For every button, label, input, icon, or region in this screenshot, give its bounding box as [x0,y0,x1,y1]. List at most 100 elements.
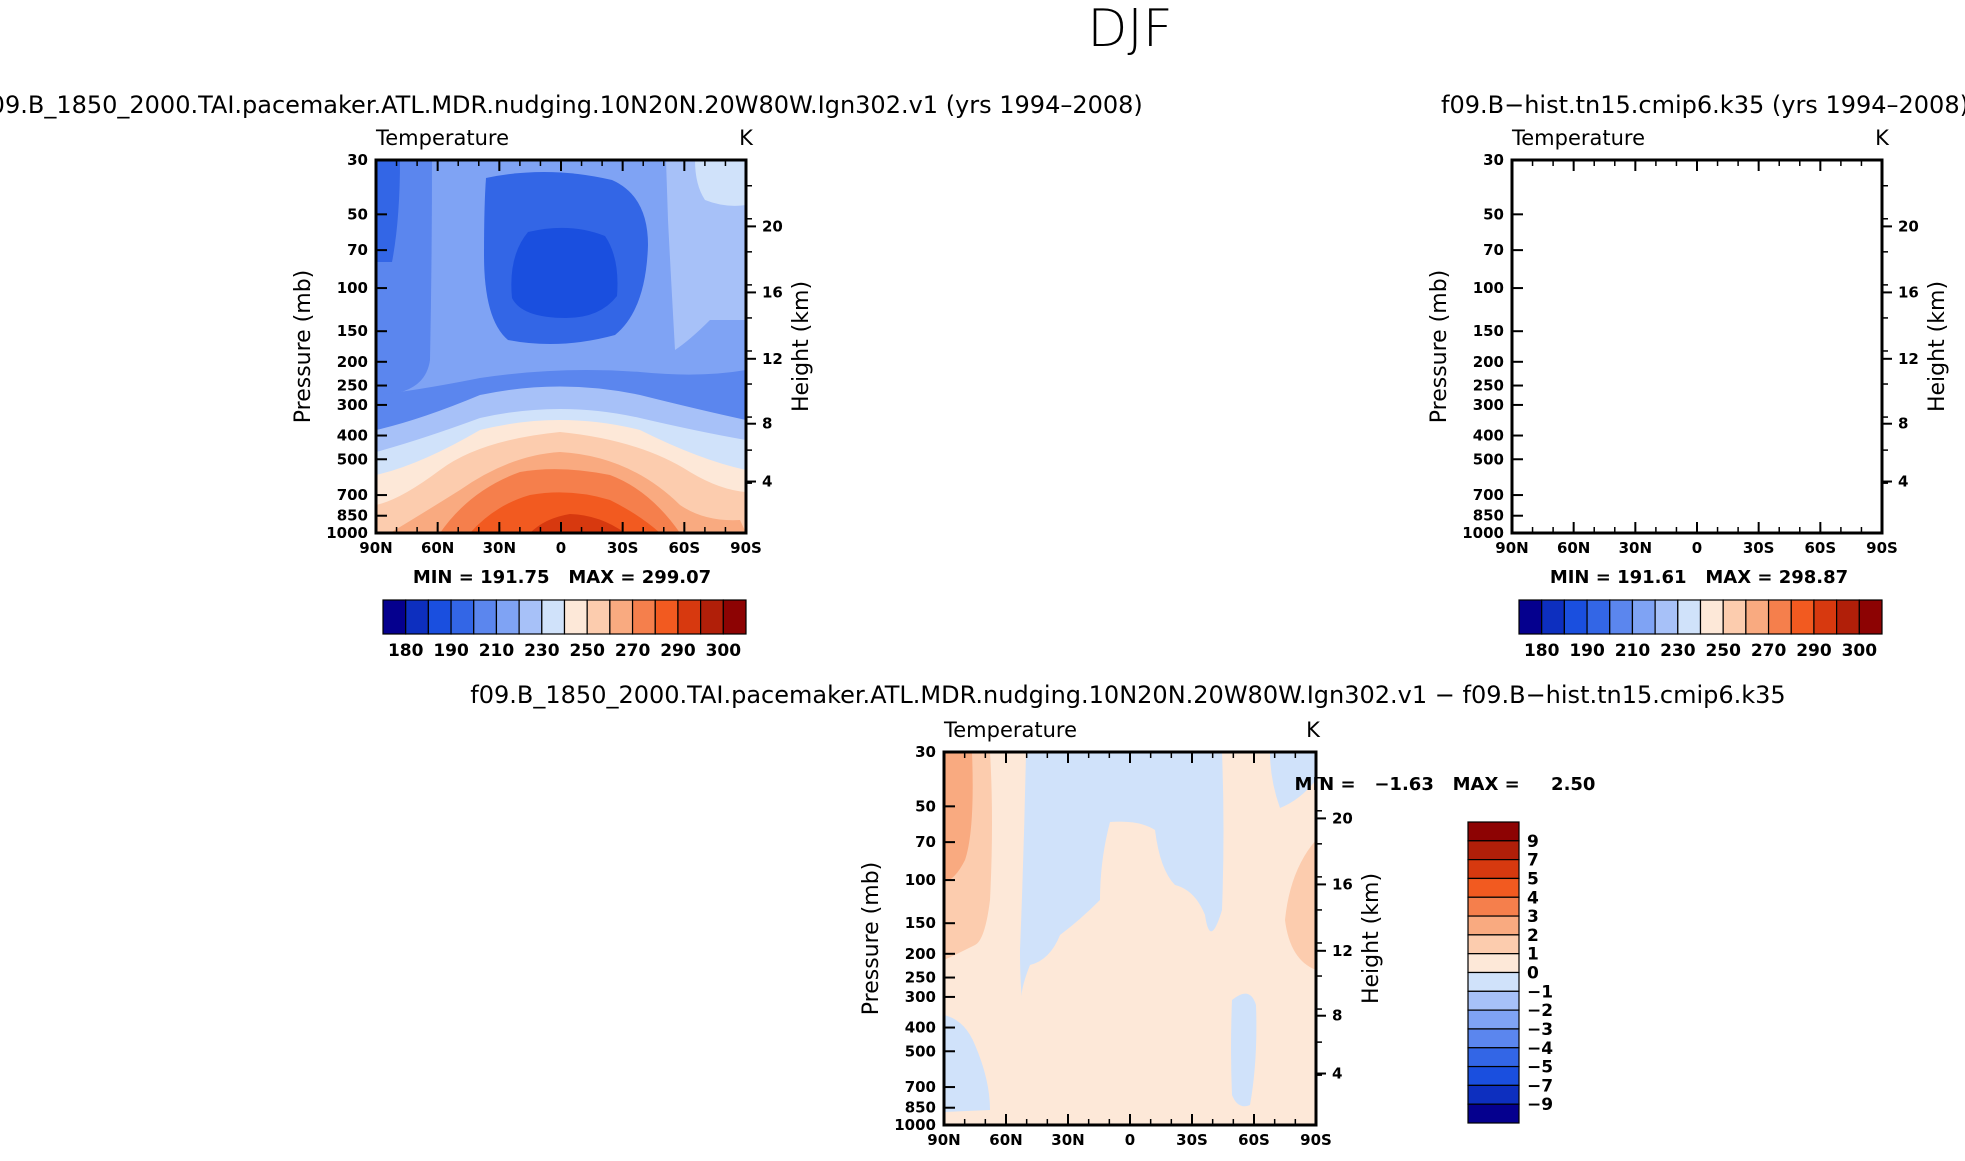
y-tick-label: 850 [905,1099,936,1117]
colorbar-swatch [1813,599,1838,635]
colorbar-swatch [1467,1009,1520,1030]
panel-title: f09.B_1850_2000.TAI.pacemaker.ATL.MDR.nu… [470,681,1785,709]
colorbar-label: 210 [479,641,515,661]
colorbar-swatch [541,599,566,635]
contour-field [376,160,746,533]
x-tick-label: 30S [1176,1131,1208,1149]
colorbar-swatch [1654,599,1679,635]
y-tick-label: 50 [915,797,936,815]
colorbar-swatch [586,599,611,635]
contour-fill [666,160,746,350]
y2-tick-label: 20 [762,217,783,235]
y-tick-label: 30 [915,743,936,761]
colorbar-label: 2 [1527,926,1539,946]
colorbar-label: −7 [1527,1076,1553,1096]
colorbar-swatch [1467,990,1520,1011]
contour-field [944,752,1316,1125]
colorbar-label: −3 [1527,1020,1553,1040]
colorbar-label: 3 [1527,907,1539,927]
y-tick-label: 1000 [326,524,368,542]
colorbar-swatch [1467,971,1520,992]
colorbar-label: 180 [388,641,424,661]
y-tick-label: 250 [905,969,936,987]
units-label: K [739,126,754,150]
colorbar-swatch [1467,1065,1520,1086]
y2-axis-title: Height (km) [789,281,814,412]
colorbar-label: 190 [433,641,469,661]
units-label: K [1875,126,1890,150]
colorbar-label: 250 [1705,641,1741,661]
x-tick-label: 90N [1495,539,1528,557]
colorbar-swatch [495,599,520,635]
contour-fill [944,752,973,882]
colorbar-label: 9 [1527,832,1539,852]
y-tick-label: 100 [1473,279,1504,297]
contour-fill [1512,160,1882,533]
y-tick-label: 300 [1473,396,1504,414]
colorbar-swatch [722,599,747,635]
y-tick-label: 100 [905,871,936,889]
colorbar-swatch [1467,859,1520,880]
x-tick-label: 30N [1051,1131,1084,1149]
y-tick-label: 500 [337,450,368,468]
contour-fill [695,160,746,206]
y2-axis-title: Height (km) [1359,873,1384,1004]
contour-fill [1285,840,1316,970]
x-tick-label: 30S [607,539,639,557]
y-tick-label: 850 [1473,507,1504,525]
stats-text: MIN = 191.75 MAX = 299.07 [413,567,711,588]
y-tick-label: 400 [905,1019,936,1037]
axes: 90N 60N 30N 0 30S 60S 90S 30 50 70 100 150 200 250300… [859,743,1384,1149]
colorbar-swatch [1467,821,1520,842]
y-tick-label: 200 [905,945,936,963]
y-tick-label: 150 [905,914,936,932]
colorbar-label: 180 [1524,641,1560,661]
y-tick-label: 200 [1473,353,1504,371]
colorbar-label: 5 [1527,869,1539,889]
contour-fill [1512,420,1882,533]
x-tick-label: 90N [927,1131,960,1149]
colorbar-label: −4 [1527,1039,1553,1059]
panel-title: f09.B−hist.tn15.cmip6.k35 (yrs 1994–2008… [1441,91,1965,119]
y2-axis-title: Height (km) [1925,281,1950,412]
y2-tick-label: 16 [762,283,783,301]
colorbar-swatch [1467,934,1520,955]
colorbar-swatch [1563,599,1588,635]
colorbar-swatch [1541,599,1565,635]
colorbar-label: 270 [1751,641,1787,661]
axes: 90N 60N 30N 0 30S 60S 90S 30 50 70 100 150 200 250300… [291,151,814,557]
figure-title: DJF [1087,0,1172,59]
contour-fill [1620,172,1784,344]
y-tick-label: 850 [337,507,368,525]
y-tick-label: 70 [915,833,936,851]
y2-tick-label: 12 [762,350,783,368]
y-tick-label: 300 [905,988,936,1006]
colorbar-label: 300 [706,641,742,661]
colorbar-swatch [1467,1084,1520,1105]
contour-fill [1526,452,1882,533]
contour-fill [1512,160,1568,395]
colorbar: 180 190 210 230 250 270 290 300 [382,599,747,661]
y2-tick-label: 4 [1332,1065,1342,1083]
x-tick-label: 60N [1557,539,1590,557]
contour-fill [530,514,625,533]
y-tick-label: 100 [337,279,368,297]
colorbar-swatch [1836,599,1860,635]
contour-field [1512,160,1882,533]
colorbar-label: −2 [1527,1001,1553,1021]
colorbar-label: 250 [569,641,605,661]
colorbar-label: 290 [1796,641,1832,661]
panel-left: f09.B_1850_2000.TAI.pacemaker.ATL.MDR.nu… [0,91,1143,661]
x-tick-label: 0 [1692,539,1702,557]
y2-tick-label: 4 [762,473,772,491]
colorbar-swatch [609,599,634,635]
colorbar-swatch [1467,953,1520,974]
colorbar-swatch [1467,840,1520,861]
colorbar-swatch [563,599,588,635]
x-tick-label: 60S [1238,1131,1270,1149]
colorbar-swatch [1467,877,1520,898]
x-tick-label: 90S [730,539,762,557]
y-tick-label: 200 [337,353,368,371]
colorbar-label: 230 [1660,641,1696,661]
